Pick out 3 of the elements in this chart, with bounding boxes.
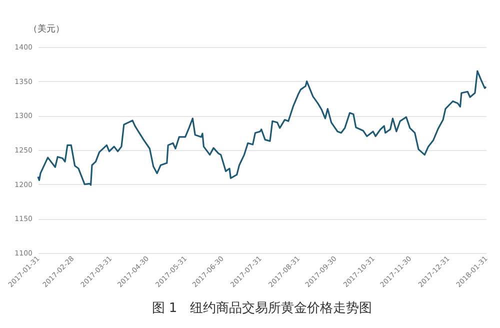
line-series: [37, 70, 487, 186]
y-axis-title: （美元）: [28, 24, 64, 34]
text: 图 1 纽约商品交易所黄金价格走势图: [152, 300, 372, 316]
